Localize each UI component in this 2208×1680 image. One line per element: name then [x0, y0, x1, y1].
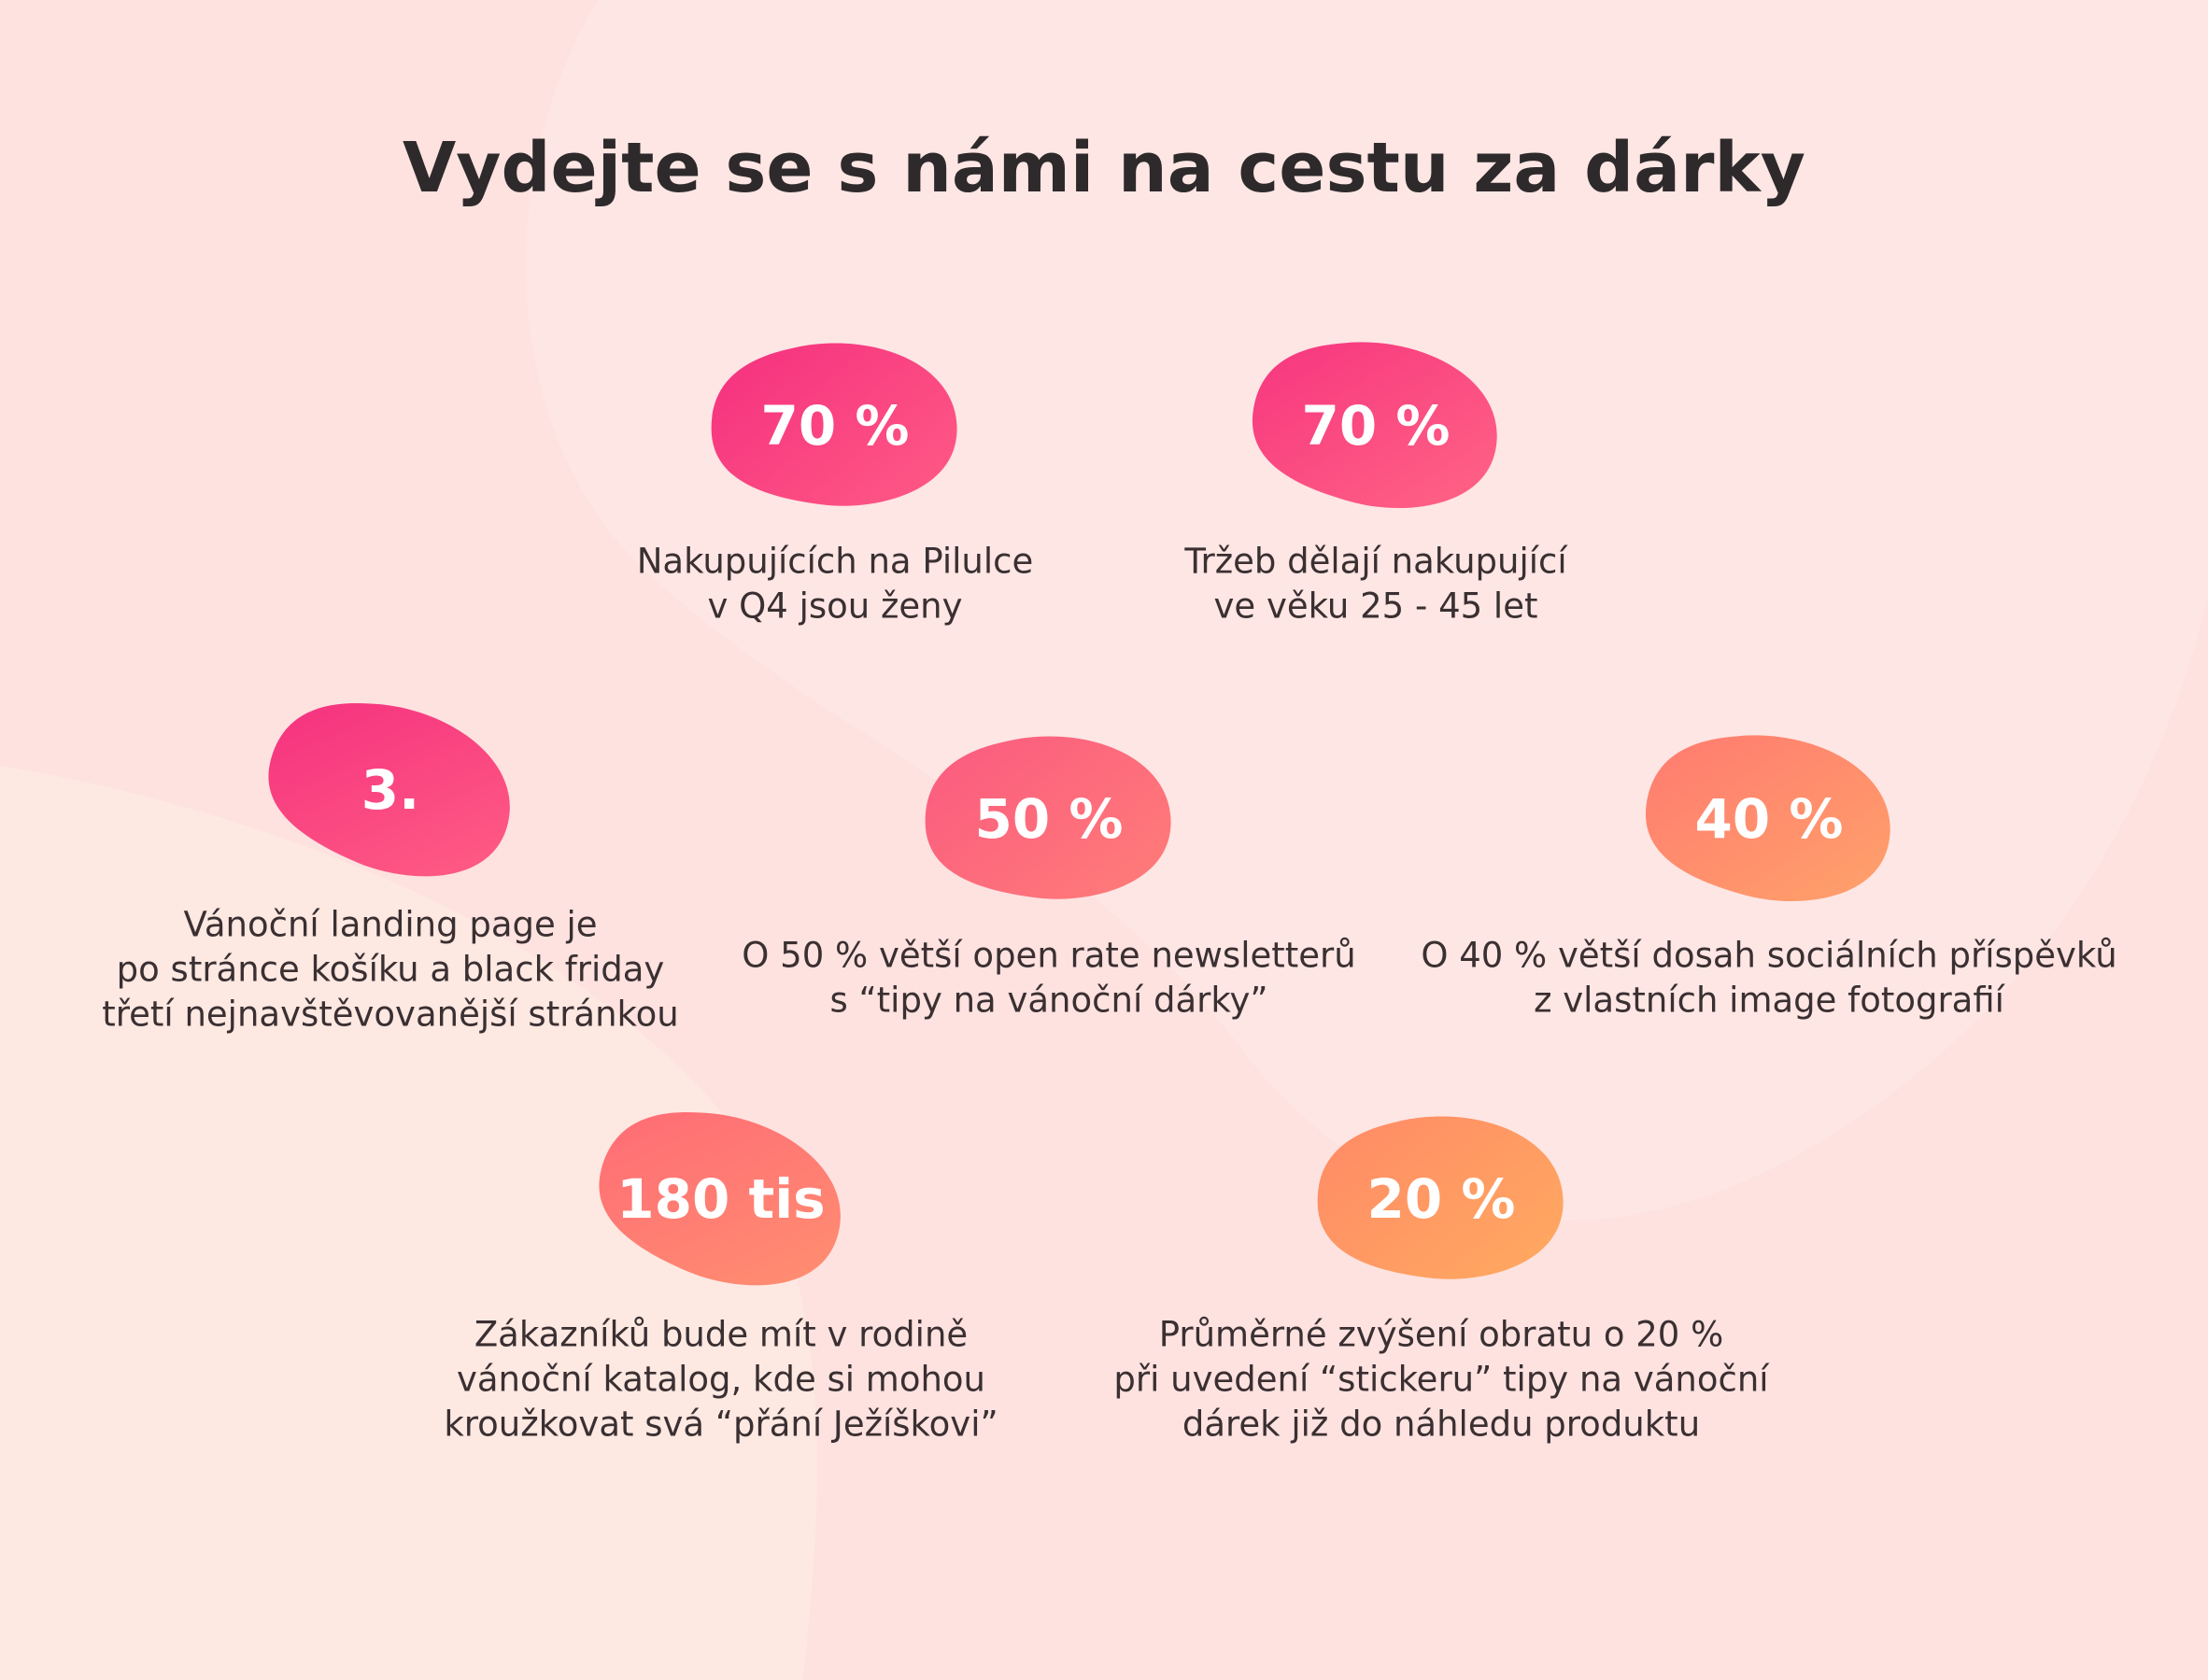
stat-blob [599, 1112, 841, 1286]
stat-value: 20 % [1366, 1167, 1515, 1231]
stat-description: s “tipy na vánoční dárky” [829, 981, 1267, 1021]
stat-description: z vlastních image fotografií [1534, 981, 2006, 1021]
stat-description: Tržeb dělají nakupující [1183, 542, 1568, 582]
stat-value: 40 % [1694, 787, 1843, 851]
stat-description: třetí nejnavštěvovanější stránkou [102, 995, 679, 1035]
stat-description: Nakupujících na Pilulce [637, 542, 1034, 582]
stat-description: Zákazníků bude mít v rodině [474, 1315, 968, 1355]
stat: 50 % O 50 % větší open rate newsletterů s … [742, 736, 1356, 1021]
stat: 20 % Průměrné zvýšení obratu o 20 % při uv… [1113, 1116, 1770, 1445]
stat-value: 180 tis [616, 1167, 825, 1231]
stat-value: 70 % [760, 394, 909, 458]
stat: 180 tis Zákazníků bude mít v rodině vánočn… [444, 1112, 998, 1445]
stat-value: 70 % [1301, 394, 1450, 458]
stat-value: 3. [361, 758, 419, 822]
stat-blob [925, 736, 1171, 899]
stat-value: 50 % [974, 787, 1123, 851]
stat-description: po stránce košíku a black friday [117, 950, 665, 990]
stat-description: Vánoční landing page je [183, 905, 597, 945]
stat-blob [1317, 1116, 1564, 1279]
stat-description: ve věku 25 - 45 let [1214, 586, 1538, 627]
stat-description: při uvedení “stickeru” tipy na vánoční [1113, 1360, 1770, 1400]
background-shape [0, 766, 818, 1680]
stat-description: dárek již do náhledu produktu [1182, 1405, 1700, 1445]
stat-blob [1252, 342, 1497, 508]
stat-description: Průměrné zvýšení obratu o 20 % [1159, 1315, 1724, 1355]
background-shape [525, 0, 2208, 1221]
stat-description: vánoční katalog, kde si mohou [457, 1360, 985, 1400]
stat-blob [1645, 735, 1890, 901]
stat-blob [268, 703, 510, 877]
stat: 3. Vánoční landing page je po stránce koší… [102, 703, 679, 1035]
title: Vydejte se s námi na cestu za dárky [403, 128, 1805, 208]
stat-description: v Q4 jsou ženy [707, 586, 962, 627]
stat-description: kroužkovat svá “přání Ježíškovi” [444, 1405, 998, 1445]
stat: 40 % O 40 % větší dosah sociálních příspě… [1421, 735, 2117, 1021]
stat-description: O 50 % větší open rate newsletterů [742, 936, 1355, 976]
stat-blob [711, 343, 957, 506]
stat-description: O 40 % větší dosah sociálních příspěvků [1421, 936, 2116, 976]
